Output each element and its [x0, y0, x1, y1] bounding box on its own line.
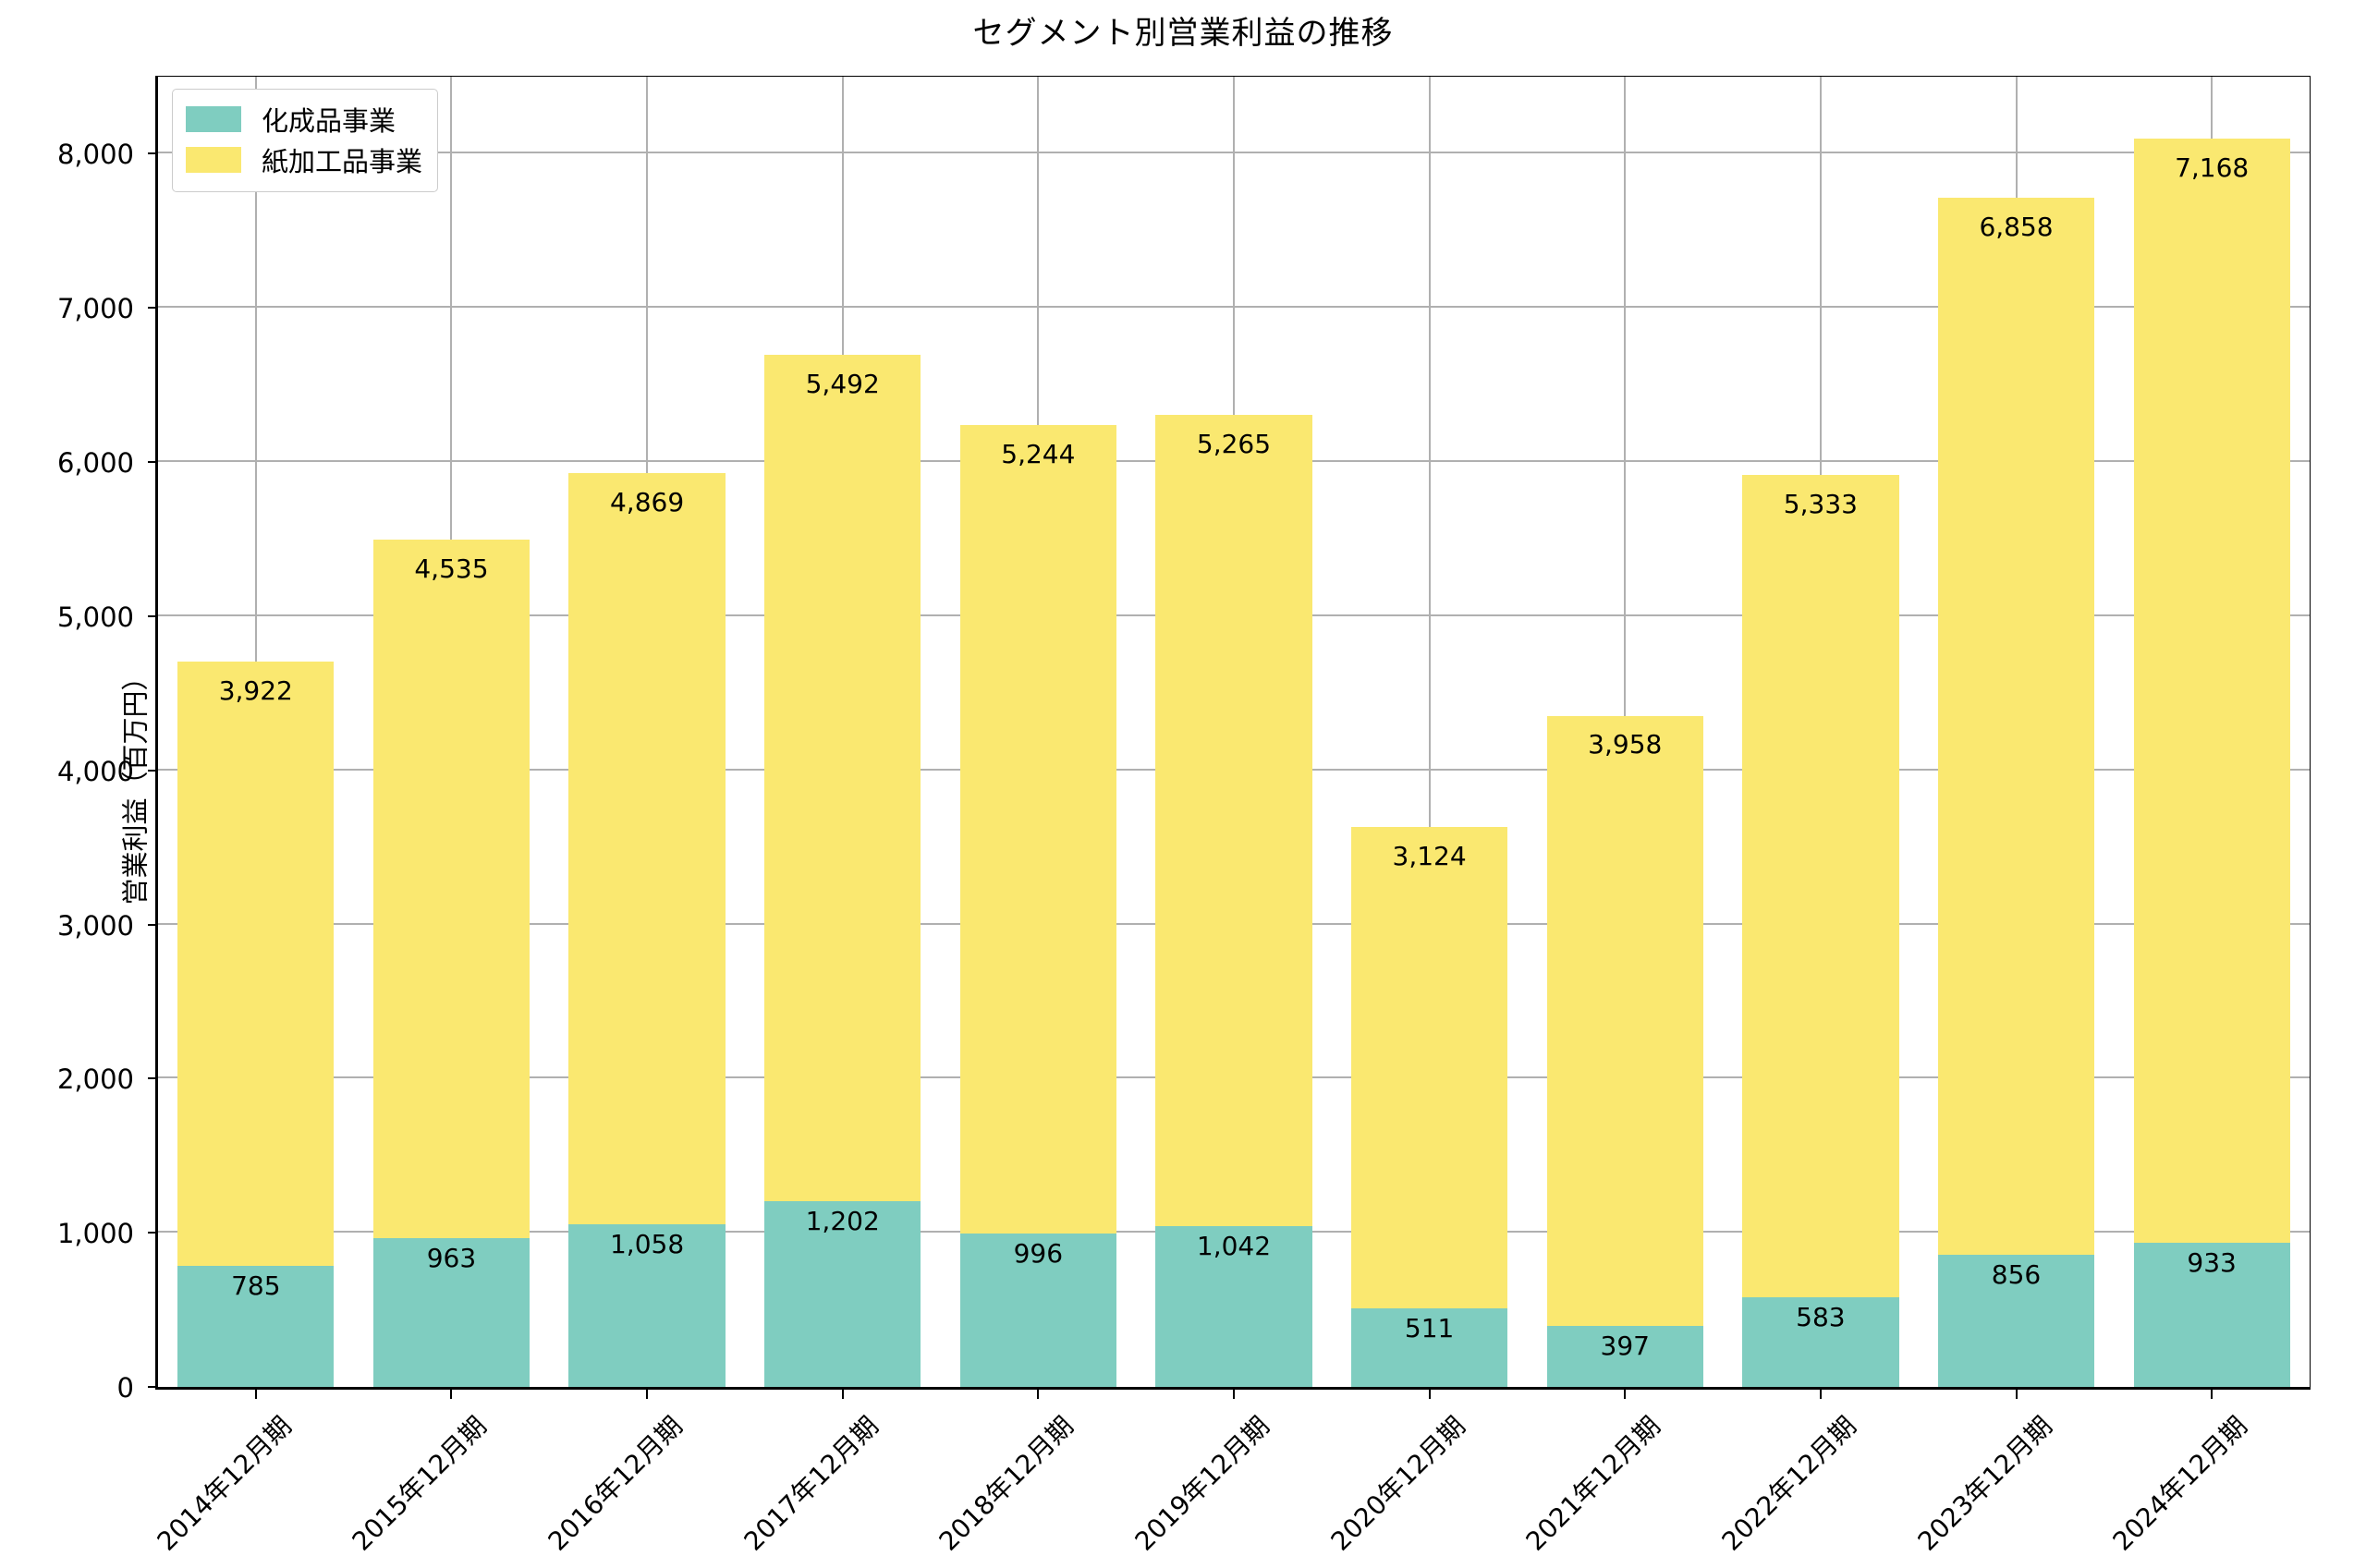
bar-segment-kamikakohin[interactable]	[1546, 715, 1703, 1326]
x-axis-tick-mark	[1037, 1389, 1040, 1399]
y-axis-tick-mark	[148, 1077, 158, 1080]
y-axis-tick-label: 4,000	[56, 755, 134, 787]
x-axis-tick-mark	[2015, 1389, 2018, 1399]
y-axis-tick-label: 2,000	[56, 1064, 134, 1096]
x-axis-tick-label: 2022年12月期	[1715, 1410, 1862, 1557]
bar-segment-kaseihin[interactable]	[2133, 1243, 2290, 1387]
y-axis-tick-label: 6,000	[56, 447, 134, 480]
bar-group[interactable]: 856 6,858	[1937, 77, 2095, 1387]
y-axis-tick-label: 5,000	[56, 601, 134, 633]
y-axis-tick-label: 7,000	[56, 293, 134, 325]
bar-group[interactable]: 963 4,535	[372, 77, 531, 1387]
x-axis-tick-label: 2015年12月期	[347, 1410, 494, 1557]
y-axis-tick-mark	[148, 769, 158, 772]
bar-segment-kamikakohin[interactable]	[177, 661, 335, 1267]
bar-group[interactable]: 933 7,168	[2133, 77, 2290, 1387]
x-axis-tick-mark	[1819, 1389, 1822, 1399]
x-axis-tick-mark	[450, 1389, 453, 1399]
bar-group[interactable]: 1,058 4,869	[568, 77, 726, 1387]
bar-group[interactable]: 785 3,922	[177, 77, 335, 1387]
x-axis-tick-label: 2014年12月期	[151, 1410, 298, 1557]
x-axis-tick-label: 2021年12月期	[1519, 1410, 1667, 1557]
y-axis-tick-mark	[148, 307, 158, 310]
y-axis-tick-label: 3,000	[56, 909, 134, 942]
x-axis-tick-label: 2023年12月期	[1911, 1410, 2058, 1557]
bar-segment-kaseihin[interactable]	[372, 1238, 531, 1387]
x-axis-tick-mark	[254, 1389, 257, 1399]
bar-segment-kaseihin[interactable]	[1546, 1325, 1703, 1387]
legend-item-0[interactable]: 化成品事業	[186, 99, 422, 140]
x-axis-tick-label: 2017年12月期	[738, 1410, 884, 1557]
bar-segment-kaseihin[interactable]	[1742, 1296, 1899, 1387]
y-axis-tick-mark	[148, 1386, 158, 1388]
legend-label-1: 紙加工品事業	[262, 146, 423, 177]
bar-segment-kamikakohin[interactable]	[372, 539, 531, 1239]
bar-segment-kamikakohin[interactable]	[1742, 475, 1899, 1297]
bar-segment-kamikakohin[interactable]	[1155, 414, 1312, 1227]
gridline-vertical	[1428, 77, 1431, 1387]
y-axis-tick-mark	[148, 152, 158, 155]
bar-segment-kaseihin[interactable]	[764, 1201, 921, 1387]
x-axis-tick-mark	[1624, 1389, 1627, 1399]
bar-segment-kamikakohin[interactable]	[959, 425, 1116, 1234]
bar-group[interactable]: 1,042 5,265	[1155, 77, 1312, 1387]
bar-segment-kaseihin[interactable]	[959, 1233, 1116, 1387]
bar-group[interactable]: 996 5,244	[959, 77, 1116, 1387]
bar-segment-kaseihin[interactable]	[177, 1266, 335, 1387]
x-axis-tick-label: 2024年12月期	[2106, 1410, 2254, 1557]
bar-segment-kaseihin[interactable]	[1937, 1255, 2095, 1387]
bar-group[interactable]: 583 5,333	[1742, 77, 1899, 1387]
x-axis-tick-mark	[646, 1389, 649, 1399]
legend-swatch-icon-1	[186, 147, 241, 173]
x-axis-tick-label: 2020年12月期	[1324, 1410, 1471, 1557]
x-axis-tick-mark	[1233, 1389, 1235, 1399]
chart-legend: 化成品事業 紙加工品事業	[172, 89, 439, 192]
bar-group[interactable]: 511 3,124	[1350, 77, 1508, 1387]
plot-inner: 0 1,000 2,000 3,000 4,000 5,000 6,000 7,000 8,00…	[57, 77, 2310, 1557]
bar-segment-kamikakohin[interactable]	[764, 355, 921, 1202]
legend-swatch-icon-0	[186, 106, 241, 132]
plot-area: 0 1,000 2,000 3,000 4,000 5,000 6,000 7,000 8,00…	[57, 76, 2311, 1557]
bar-segment-kamikakohin[interactable]	[1937, 198, 2095, 1256]
y-axis-tick-label: 8,000	[56, 139, 134, 171]
bar-segment-kaseihin[interactable]	[1350, 1307, 1508, 1387]
x-axis-tick-label: 2018年12月期	[933, 1410, 1080, 1557]
x-axis-tick-mark	[2211, 1389, 2214, 1399]
y-axis-tick-mark	[148, 1232, 158, 1234]
y-axis-tick-mark	[148, 614, 158, 617]
y-axis-tick-mark	[148, 461, 158, 464]
x-axis-tick-label: 2016年12月期	[542, 1410, 689, 1557]
bar-segment-kaseihin[interactable]	[568, 1223, 726, 1387]
y-axis-tick-mark	[148, 923, 158, 926]
x-axis-tick-label: 2019年12月期	[1128, 1410, 1275, 1557]
bar-segment-kaseihin[interactable]	[1155, 1226, 1312, 1387]
bar-group[interactable]: 397 3,958	[1546, 77, 1703, 1387]
bar-segment-kamikakohin[interactable]	[2133, 138, 2290, 1244]
page-title: セグメント別営業利益の推移	[972, 15, 1394, 52]
legend-item-1[interactable]: 紙加工品事業	[186, 140, 422, 180]
x-axis-tick-mark	[841, 1389, 844, 1399]
bar-segment-kamikakohin[interactable]	[1350, 826, 1508, 1308]
y-axis-tick-label: 1,000	[56, 1218, 134, 1250]
bar-group[interactable]: 1,202 5,492	[764, 77, 921, 1387]
legend-label-0: 化成品事業	[262, 105, 396, 137]
x-axis-tick-mark	[1428, 1389, 1431, 1399]
y-axis-tick-label: 0	[116, 1372, 134, 1404]
bar-segment-kamikakohin[interactable]	[568, 473, 726, 1224]
